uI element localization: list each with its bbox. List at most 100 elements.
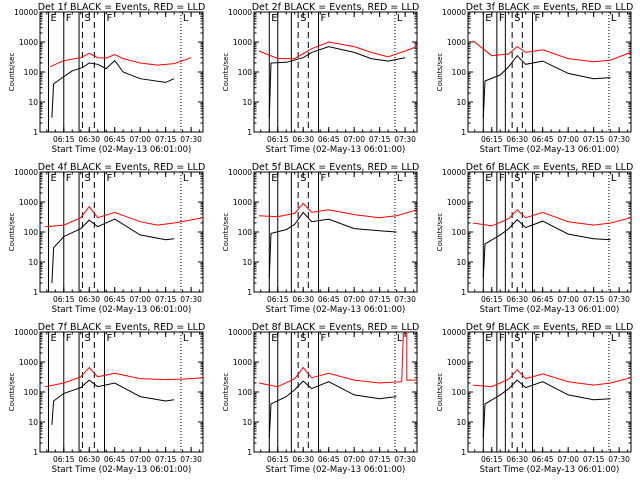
x-tick-label: 07:30 <box>180 455 202 464</box>
lld-series-line <box>45 366 204 388</box>
x-tick-label: 06:45 <box>318 135 340 144</box>
y-axis-label: Counts/sec <box>222 373 230 412</box>
event-marker-label: E <box>50 13 56 24</box>
y-tick-label: 1000 <box>19 38 38 47</box>
event-marker-label: F <box>66 333 72 344</box>
events-series-line <box>482 218 611 278</box>
x-tick-label: 07:00 <box>557 455 579 464</box>
event-marker-label: F <box>107 13 113 24</box>
events-series-line <box>482 379 611 438</box>
y-tick-label: 100 <box>238 68 253 77</box>
y-axis-label: Counts/sec <box>222 53 230 92</box>
y-tick-label: 1 <box>461 128 466 137</box>
x-tick-label: 06:15 <box>481 295 503 304</box>
event-marker-label: S <box>514 333 520 344</box>
y-axis-label: Counts/sec <box>8 53 16 92</box>
events-series-line <box>268 211 397 278</box>
event-marker-label: F <box>66 13 72 24</box>
x-tick-label: 07:00 <box>129 135 151 144</box>
lld-series-line <box>45 205 204 228</box>
x-tick-label: 07:15 <box>155 455 177 464</box>
y-tick-label: 100 <box>238 388 253 397</box>
x-tick-label: 06:45 <box>532 455 554 464</box>
x-tick-label: 07:30 <box>608 455 630 464</box>
x-tick-label: 07:15 <box>155 295 177 304</box>
events-series-line <box>268 380 397 438</box>
x-tick-label: 06:15 <box>53 455 75 464</box>
event-marker-label: L <box>183 13 189 24</box>
panel-det-5: Det 5f BLACK = Events, RED = LLD 1 10 100 10… <box>222 162 419 315</box>
y-tick-label: 1 <box>461 288 466 297</box>
y-axis-label: Counts/sec <box>222 213 230 252</box>
x-tick-label: 06:15 <box>481 135 503 144</box>
x-tick-label: 07:15 <box>369 455 391 464</box>
event-marker-label: F <box>535 13 541 24</box>
panel-det-4: Det 4f BLACK = Events, RED = LLD 1 10 100 10… <box>8 162 205 315</box>
x-tick-label: 07:30 <box>180 135 202 144</box>
event-marker-label: E <box>271 13 277 24</box>
x-tick-label: 07:30 <box>608 295 630 304</box>
events-series-line <box>51 218 175 284</box>
y-tick-label: 10 <box>242 98 252 107</box>
event-marker-label: L <box>397 13 403 24</box>
y-tick-label: 10000 <box>14 8 38 17</box>
y-axis-label: Counts/sec <box>8 373 16 412</box>
panel-title: Det 1f BLACK = Events, RED = LLD <box>38 2 206 13</box>
x-tick-label: 06:30 <box>78 295 100 304</box>
x-tick-label: 06:15 <box>267 455 289 464</box>
panel-title: Det 8f BLACK = Events, RED = LLD <box>252 322 420 333</box>
x-tick-label: 06:30 <box>506 135 528 144</box>
y-tick-label: 1000 <box>233 358 252 367</box>
x-tick-label: 06:45 <box>532 295 554 304</box>
event-marker-label: F <box>321 173 327 184</box>
x-axis-label: Start Time (02-May-13 06:01:00) <box>480 465 620 475</box>
x-axis-label: Start Time (02-May-13 06:01:00) <box>266 145 406 155</box>
y-tick-label: 10 <box>242 418 252 427</box>
x-axis-label: Start Time (02-May-13 06:01:00) <box>52 465 192 475</box>
x-tick-label: 06:30 <box>292 135 314 144</box>
panel-title: Det 6f BLACK = Events, RED = LLD <box>466 162 634 173</box>
events-series-line <box>51 379 175 425</box>
x-tick-label: 07:00 <box>557 295 579 304</box>
x-axis-label: Start Time (02-May-13 06:01:00) <box>266 305 406 315</box>
y-tick-label: 100 <box>24 228 39 237</box>
y-tick-label: 10000 <box>14 168 38 177</box>
y-tick-label: 100 <box>452 388 467 397</box>
y-tick-label: 1000 <box>447 38 466 47</box>
event-marker-label: F <box>66 173 72 184</box>
x-tick-label: 07:00 <box>343 295 365 304</box>
x-axis-label: Start Time (02-May-13 06:01:00) <box>266 465 406 475</box>
y-tick-label: 10 <box>456 418 466 427</box>
panel-title: Det 9f BLACK = Events, RED = LLD <box>466 322 634 333</box>
y-tick-label: 10 <box>28 98 38 107</box>
x-tick-label: 06:15 <box>53 135 75 144</box>
y-tick-label: 1 <box>461 448 466 457</box>
event-marker-label: L <box>611 13 617 24</box>
x-tick-label: 07:30 <box>394 295 416 304</box>
event-marker-label: L <box>397 173 403 184</box>
y-tick-label: 100 <box>452 228 467 237</box>
y-tick-label: 10 <box>28 258 38 267</box>
x-tick-label: 06:30 <box>78 455 100 464</box>
x-tick-label: 07:00 <box>343 135 365 144</box>
x-axis-label: Start Time (02-May-13 06:01:00) <box>480 305 620 315</box>
x-tick-label: 06:15 <box>267 295 289 304</box>
panel-title: Det 7f BLACK = Events, RED = LLD <box>38 322 206 333</box>
panel-title: Det 4f BLACK = Events, RED = LLD <box>38 162 206 173</box>
y-tick-label: 1000 <box>233 198 252 207</box>
x-tick-label: 07:00 <box>129 455 151 464</box>
panel-det-1: Det 1f BLACK = Events, RED = LLD 1 10 100 10… <box>8 2 205 155</box>
y-tick-label: 10000 <box>442 8 466 17</box>
event-marker-label: L <box>611 173 617 184</box>
lld-series-line <box>472 40 632 63</box>
x-tick-label: 06:45 <box>104 135 126 144</box>
events-series-line <box>482 54 611 118</box>
panel-det-7: Det 7f BLACK = Events, RED = LLD 1 10 100 10… <box>8 322 205 475</box>
y-axis-label: Counts/sec <box>436 373 444 412</box>
y-tick-label: 1000 <box>233 38 252 47</box>
x-tick-label: 07:30 <box>394 455 416 464</box>
panel-det-3: Det 3f BLACK = Events, RED = LLD 1 10 100 10… <box>436 2 633 155</box>
plot-frame <box>39 11 204 133</box>
x-tick-label: 06:30 <box>506 455 528 464</box>
x-tick-label: 06:45 <box>532 135 554 144</box>
